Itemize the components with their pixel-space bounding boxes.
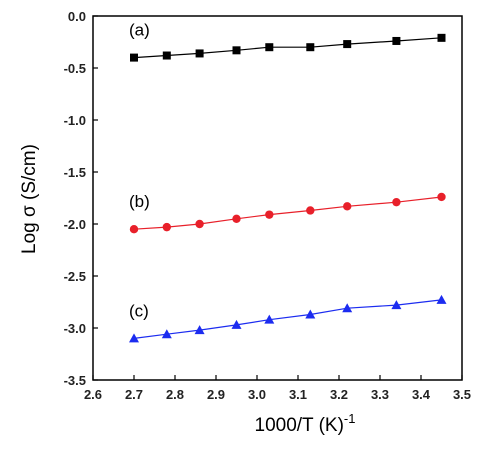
data-point <box>195 219 204 229</box>
data-point <box>232 214 241 223</box>
y-tick-label: -2.5 <box>64 269 86 284</box>
data-point <box>306 43 315 52</box>
y-tick-label: -1.0 <box>64 113 86 128</box>
data-point <box>231 319 242 329</box>
y-tick-label: -1.5 <box>64 165 86 180</box>
data-point <box>130 53 138 62</box>
data-point <box>162 222 171 232</box>
x-axis-title: 1000/T (K)-1 <box>255 411 356 436</box>
data-point <box>392 197 401 207</box>
data-point <box>392 36 401 45</box>
x-tick-label: 3.0 <box>248 387 266 402</box>
series-1: (b) <box>129 192 446 234</box>
data-point <box>161 329 172 339</box>
series-label: (c) <box>129 301 149 320</box>
data-point <box>194 325 205 335</box>
x-tick-label: 2.6 <box>84 387 102 402</box>
data-point <box>343 202 352 211</box>
y-tick-label: -3.5 <box>64 373 86 388</box>
x-tick-label: 3.4 <box>412 387 431 402</box>
x-axis-title-main: 1000/T (K) <box>255 415 344 436</box>
x-axis-ticks: 2.6 2.7 2.8 2.9 3.0 3.1 3.2 3.3 3.4 3.5 <box>84 375 471 402</box>
series-0: (a) <box>129 21 446 62</box>
x-tick-label: 3.3 <box>371 387 389 402</box>
plot-frame <box>92 15 463 381</box>
x-tick-label: 3.2 <box>330 387 348 402</box>
y-tick-label: -0.5 <box>64 61 86 76</box>
x-tick-label: 3.1 <box>289 387 307 402</box>
x-tick-label: 3.5 <box>453 387 471 402</box>
data-point <box>232 46 241 55</box>
data-point <box>437 33 446 42</box>
x-tick-label: 2.8 <box>166 387 184 402</box>
x-axis-title-superscript: -1 <box>344 411 356 426</box>
y-axis-ticks: 0.0 -0.5 -1.0 -1.5 -2.0 -2.5 -3.0 -3.5 <box>64 9 98 388</box>
data-point <box>342 303 353 313</box>
data-point <box>265 210 274 219</box>
data-point <box>265 43 274 52</box>
data-point <box>305 309 316 319</box>
x-tick-label: 2.9 <box>207 387 225 402</box>
series-layer: (a) (b) (c) <box>129 21 447 343</box>
series-2: (c) <box>129 294 447 343</box>
series-label: (b) <box>129 192 150 211</box>
data-point <box>129 333 139 343</box>
data-point <box>162 51 171 60</box>
data-point <box>264 314 275 324</box>
y-tick-label: -3.0 <box>64 321 86 336</box>
series-label: (a) <box>129 21 150 40</box>
data-point <box>437 192 446 202</box>
data-point <box>391 300 402 310</box>
data-point <box>343 40 352 49</box>
x-tick-label: 2.7 <box>125 387 143 402</box>
data-point <box>306 206 315 215</box>
data-point <box>129 225 139 234</box>
y-tick-label: 0.0 <box>68 9 86 24</box>
data-point <box>195 49 204 58</box>
y-tick-label: -2.0 <box>64 217 86 232</box>
y-axis-title: Log σ (S/cm) <box>19 144 40 254</box>
data-point <box>436 294 447 304</box>
